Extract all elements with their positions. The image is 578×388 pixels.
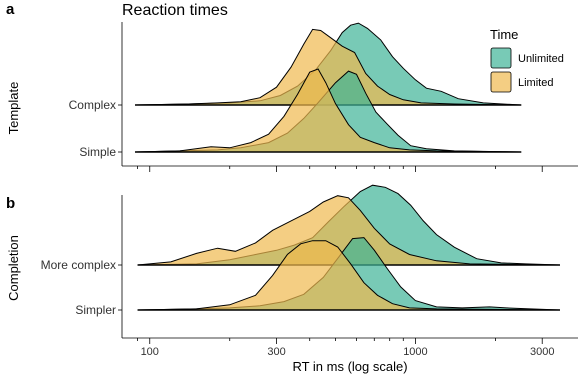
ridge-row-more-complex: More complex <box>41 184 561 272</box>
density-limited <box>137 240 561 311</box>
panel-a: Complex Simple Template <box>6 22 578 172</box>
x-axis-label: RT in ms (log scale) <box>292 359 407 374</box>
x-tick-label: 3000 <box>530 346 554 358</box>
panel-b: More complex Simpler Completion <box>6 184 578 344</box>
panel-b-letter: b <box>6 195 15 212</box>
legend-label-unlimited: Unlimited <box>518 53 564 65</box>
legend-label-limited: Limited <box>518 77 553 89</box>
panel-a-letter: a <box>6 1 15 18</box>
y-tick-label: Complex <box>69 98 116 112</box>
density-limited <box>134 68 522 153</box>
x-tick-label: 300 <box>267 346 285 358</box>
y-tick-label: More complex <box>41 258 116 272</box>
legend-swatch-unlimited <box>490 47 512 69</box>
legend-title: Time <box>490 27 518 42</box>
ridge-row-simple: Simple <box>79 68 522 159</box>
x-tick-label: 1000 <box>403 346 427 358</box>
y-tick-label: Simple <box>79 145 116 159</box>
legend: Time Unlimited Limited <box>490 27 564 93</box>
density-limited <box>137 195 561 266</box>
density-limited <box>134 28 522 106</box>
panel-y-axis-label: Template <box>6 82 21 135</box>
panel-y-axis-label: Completion <box>6 235 21 301</box>
y-tick-label: Simpler <box>75 303 116 317</box>
legend-swatch-limited <box>490 71 512 93</box>
ridge-row-simpler: Simpler <box>75 237 561 317</box>
x-tick-label: 100 <box>141 346 159 358</box>
chart-title: Reaction times <box>122 2 228 19</box>
